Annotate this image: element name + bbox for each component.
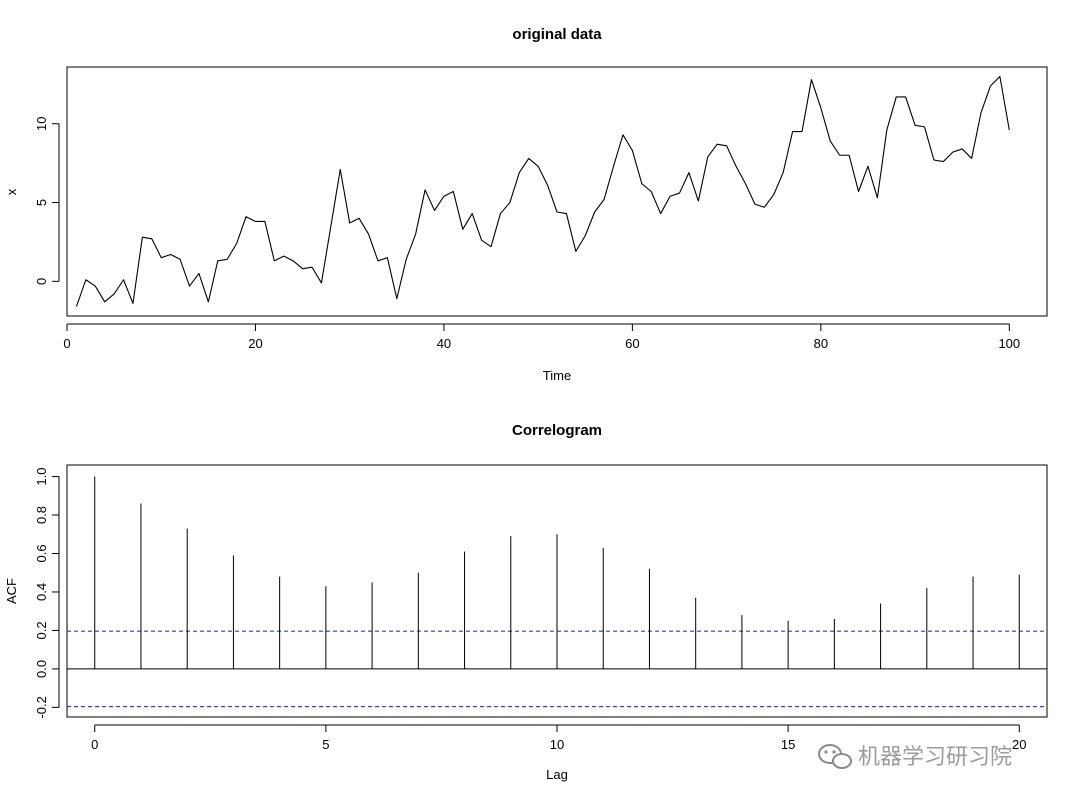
chart-title: original data [512, 26, 602, 43]
y-axis-label: x [4, 188, 19, 195]
y-tick-label: 5 [34, 199, 49, 206]
y-tick-label: 0.6 [34, 544, 49, 562]
bar-layer [67, 476, 1047, 670]
plot-frame [66, 464, 1048, 718]
watermark-text: 机器学习研习院 [858, 745, 1012, 770]
x-tick-label: 40 [437, 336, 451, 351]
series-line [75, 75, 1010, 307]
x-axis: 0 5 10 15 20 [91, 724, 1026, 752]
x-tick-label: 10 [550, 737, 564, 752]
y-tick-label: 0.8 [34, 506, 49, 524]
x-tick-label: 0 [91, 737, 98, 752]
y-tick-label: 0.2 [34, 621, 49, 639]
x-tick-label: 80 [814, 336, 828, 351]
x-axis-label: Time [543, 368, 571, 383]
x-axis: 0 20 40 60 80 100 [63, 323, 1020, 351]
watermark: 机器学习研习院 [818, 744, 1012, 770]
chart-title: Correlogram [512, 422, 602, 439]
x-tick-label: 0 [63, 336, 70, 351]
y-tick-label: 0.0 [34, 660, 49, 678]
plot-frame [66, 66, 1048, 317]
wechat-icon [818, 744, 852, 769]
x-tick-label: 20 [248, 336, 262, 351]
series-layer [75, 75, 1010, 307]
y-tick-label: 10 [34, 116, 49, 130]
x-tick-label: 60 [625, 336, 639, 351]
x-tick-label: 15 [781, 737, 795, 752]
time-series-panel: original data 0 20 40 60 80 100 0 5 10 Time x [4, 26, 1048, 383]
y-axis: -0.2 0.0 0.2 0.4 0.6 0.8 1.0 [34, 468, 60, 719]
x-axis-label: Lag [546, 767, 568, 782]
x-tick-label: 5 [322, 737, 329, 752]
y-axis-label: ACF [4, 578, 19, 604]
acf-panel: Correlogram 0 5 10 15 20 -0.2 0.0 0.2 0.4 0.6 0.8… [4, 422, 1048, 782]
y-tick-label: -0.2 [34, 696, 49, 718]
y-tick-label: 0 [34, 278, 49, 285]
x-tick-label: 20 [1012, 737, 1026, 752]
x-tick-label: 100 [998, 336, 1020, 351]
y-axis: 0 5 10 [34, 116, 60, 285]
y-tick-label: 0.4 [34, 583, 49, 601]
y-tick-label: 1.0 [34, 468, 49, 486]
